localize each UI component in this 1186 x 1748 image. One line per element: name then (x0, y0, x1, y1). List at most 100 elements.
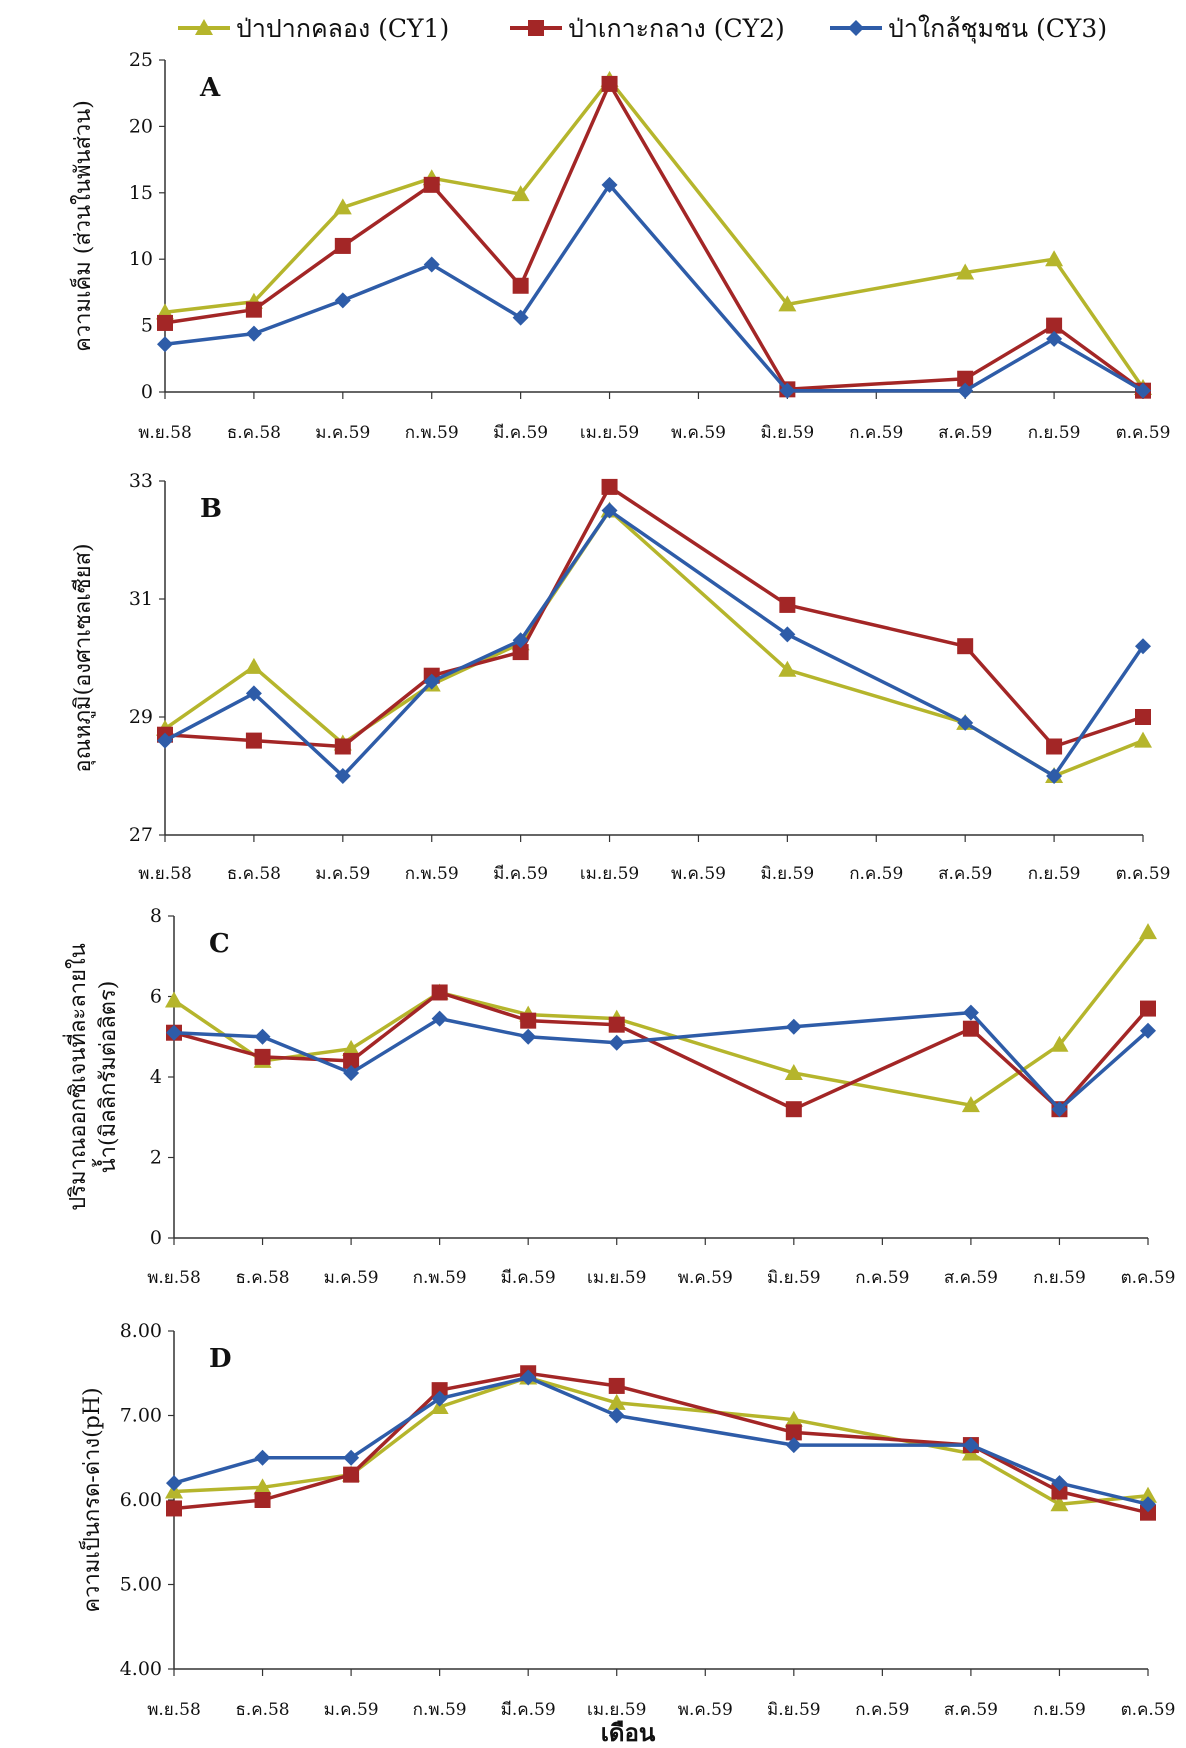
y-tick-label: 7.00 (120, 1405, 162, 1427)
x-tick-label: พ.ย.58 (138, 423, 192, 443)
legend-label-cy1: ป่าปากคลอง (CY1) (236, 14, 449, 43)
y-axis-title: ปริมาณออกซิเจนที่ละลายใน น้ำ(มิลลิกรัมต่อ… (62, 943, 121, 1210)
data-point-cy1 (956, 263, 975, 280)
data-point-cy3 (423, 256, 440, 273)
data-point-cy2 (1051, 1483, 1068, 1500)
data-point-cy1 (1045, 250, 1064, 267)
legend: ป่าปากคลอง (CY1) ป่าเกาะกลาง (CY2) ป่าใกล้… (178, 14, 1107, 44)
x-tick-label: ก.ย.59 (1033, 1700, 1086, 1720)
x-tick-label: ธ.ค.58 (235, 1268, 289, 1288)
data-point-cy2 (779, 596, 796, 613)
data-point-cy3 (785, 1437, 802, 1454)
data-point-cy1 (333, 198, 352, 215)
data-point-cy3 (608, 1034, 625, 1051)
series-line-cy3 (164, 508, 1145, 778)
data-point-cy3 (601, 176, 618, 193)
data-point-cy2 (254, 1492, 271, 1508)
x-tick-label: พ.ย.58 (147, 1268, 201, 1288)
data-point-cy3 (520, 1028, 537, 1045)
chart-panel-b: 27 29 31 33 พ.ย.58 ธ.ค.58 ม.ค.59 ก.พ.59 มี.ค.59 เ… (71, 470, 1170, 884)
chart-panel-d: 4.00 5.00 6.00 7.00 8.00 พ.ย.58 ธ.ค.58 ม.ค.59 ก.… (77, 1320, 1175, 1720)
y-tick-label: 0 (141, 381, 153, 403)
data-point-cy2 (431, 984, 448, 1001)
x-tick-label: พ.ค.59 (671, 423, 726, 443)
panel-letter: D (209, 1344, 232, 1374)
data-point-cy1 (165, 991, 183, 1008)
x-tick-label: พ.ย.58 (138, 864, 192, 884)
x-tick-label: ส.ค.59 (938, 423, 992, 443)
x-tick-label: เม.ย.59 (580, 423, 639, 443)
chart-panel-a: 0 5 10 15 20 25 พ.ย.58 ธ.ค.58 ม.ค.59 ก.พ.59 มี.ค.5… (68, 49, 1170, 443)
data-point-cy1 (778, 660, 797, 677)
x-tick-label: ก.ค.59 (849, 423, 903, 443)
data-point-cy3 (254, 1449, 271, 1466)
data-point-cy1 (607, 1393, 626, 1410)
data-point-cy2 (608, 1016, 625, 1033)
data-point-cy3 (343, 1064, 360, 1081)
x-tick-label: ก.พ.59 (413, 1700, 467, 1720)
data-point-cy1 (342, 1039, 361, 1056)
y-tick-label: 5 (141, 315, 153, 337)
data-point-cy3 (1051, 1475, 1068, 1492)
data-point-cy2 (1135, 709, 1151, 725)
data-point-cy3 (962, 1437, 979, 1454)
data-point-cy2 (785, 1424, 802, 1441)
legend-marker-cy2 (528, 20, 544, 36)
data-point-cy1 (778, 295, 797, 312)
data-point-cy2 (334, 738, 351, 755)
y-tick-label: 8.00 (120, 1320, 162, 1342)
data-point-cy3 (254, 1028, 271, 1045)
data-point-cy3 (1046, 330, 1063, 347)
data-point-cy3 (957, 382, 974, 399)
x-tick-label: ก.ค.59 (855, 1268, 909, 1288)
data-point-cy2 (601, 75, 618, 92)
y-tick-label: 29 (129, 706, 153, 728)
series-line-cy2 (164, 485, 1144, 749)
data-point-cy3 (962, 1004, 979, 1021)
y-tick-label: 27 (129, 824, 153, 846)
data-point-cy1 (1050, 1035, 1069, 1052)
data-point-cy2 (166, 1500, 182, 1517)
data-point-cy3 (520, 1369, 537, 1386)
y-axis-title: อุณหภูมิ(องศาเซลเซียส) (71, 543, 96, 772)
x-tick-label: ก.ย.59 (1028, 423, 1081, 443)
data-point-cy2 (431, 1382, 448, 1399)
data-point-cy1 (961, 1096, 980, 1113)
x-tick-label: เม.ย.59 (587, 1268, 646, 1288)
data-point-cy2 (343, 1052, 360, 1069)
series-line-cy2 (173, 1371, 1149, 1515)
data-point-cy1 (1050, 1495, 1069, 1512)
data-point-cy3 (957, 714, 974, 731)
x-tick-label: ก.พ.59 (405, 423, 459, 443)
data-point-cy1 (1139, 923, 1157, 940)
data-point-cy3 (245, 325, 262, 342)
x-tick-label: มิ.ย.59 (767, 1700, 821, 1720)
x-tick-label: เม.ย.59 (580, 864, 639, 884)
x-tick-label: เม.ย.59 (587, 1700, 646, 1720)
data-point-cy2 (334, 237, 351, 254)
x-tick-label: มี.ค.59 (501, 1700, 556, 1720)
legend-label-cy2: ป่าเกาะกลาง (CY2) (568, 14, 785, 43)
x-tick-label: ส.ค.59 (938, 864, 992, 884)
y-tick-label: 4 (150, 1066, 162, 1088)
legend-label-cy3: ป่าใกล้ชุมชน (CY3) (888, 14, 1107, 44)
x-tick-label: ธ.ค.58 (227, 864, 281, 884)
series-line-cy3 (173, 1010, 1150, 1111)
x-tick-label: ส.ค.59 (944, 1268, 998, 1288)
data-point-cy3 (334, 292, 351, 309)
legend-marker-cy3 (848, 20, 864, 36)
data-point-cy2 (520, 1012, 537, 1029)
y-axis-title: ความเป็นกรด-ด่าง(pH) (77, 1387, 105, 1612)
data-point-cy2 (423, 176, 440, 193)
series-line-cy2 (173, 990, 1150, 1111)
chart-panel-c: 0 2 4 6 8 พ.ย.58 ธ.ค.58 ม.ค.59 ก.พ.59 มี.ค.59 เม.ย… (62, 905, 1175, 1288)
y-tick-label: 20 (129, 115, 153, 137)
data-point-cy2 (962, 1020, 979, 1037)
data-point-cy3 (512, 632, 529, 649)
x-tick-label: ก.ย.59 (1028, 864, 1081, 884)
x-tick-label: มี.ค.59 (493, 423, 548, 443)
y-tick-label: 0 (150, 1227, 162, 1249)
y-tick-label: 2 (150, 1147, 162, 1169)
data-point-cy2 (1140, 1000, 1156, 1017)
data-point-cy2 (343, 1466, 360, 1483)
